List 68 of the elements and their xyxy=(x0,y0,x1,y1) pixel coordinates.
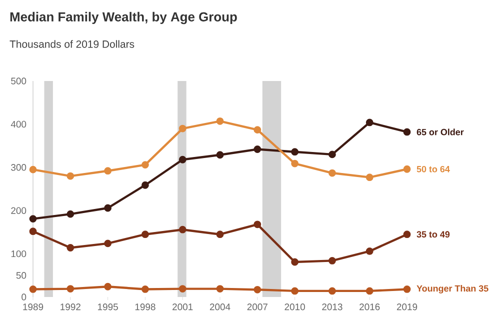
point xyxy=(216,117,224,125)
y-tick-label: 0 xyxy=(22,294,26,300)
point xyxy=(366,118,374,126)
series-label: 35 to 49 xyxy=(416,231,450,238)
x-tick-label: 2004 xyxy=(210,304,230,310)
point xyxy=(29,228,37,236)
point xyxy=(142,286,149,293)
point xyxy=(328,169,336,177)
point xyxy=(328,287,336,295)
point xyxy=(178,156,186,164)
x-tick-label: 1998 xyxy=(135,304,156,310)
point xyxy=(142,181,149,189)
point xyxy=(29,286,37,293)
x-tick-label: 2001 xyxy=(172,304,193,310)
point xyxy=(254,146,262,153)
chart-title: Median Family Wealth, by Age Group xyxy=(10,12,237,24)
x-tick-label: 2007 xyxy=(247,304,268,310)
y-tick-label: 200 xyxy=(11,207,26,214)
y-tick-label: 400 xyxy=(10,120,26,128)
chart-subtitle: Thousands of 2019 Dollars xyxy=(10,40,134,48)
series-label: Younger Than 35 xyxy=(416,285,488,294)
x-tick-label: 1989 xyxy=(23,304,44,310)
point xyxy=(328,150,336,158)
y-tick-label: 100 xyxy=(11,250,26,258)
point xyxy=(366,248,374,255)
point xyxy=(403,230,411,238)
point xyxy=(66,210,74,218)
point xyxy=(66,285,74,292)
point xyxy=(291,287,299,295)
point xyxy=(366,287,374,295)
y-tick-label: 500 xyxy=(11,78,26,84)
point xyxy=(104,240,112,248)
point xyxy=(66,244,74,252)
x-tick-label: 2010 xyxy=(284,304,305,310)
point xyxy=(403,128,411,136)
y-tick-label: 50 xyxy=(16,272,26,279)
x-tick-label: 1995 xyxy=(98,304,118,310)
point xyxy=(366,174,374,182)
point xyxy=(29,215,37,223)
point xyxy=(291,258,299,266)
point xyxy=(291,160,299,168)
point xyxy=(104,204,112,212)
series-label: 50 to 64 xyxy=(416,166,450,172)
point xyxy=(291,148,299,156)
point xyxy=(104,282,112,290)
point xyxy=(178,226,186,234)
x-tick-label: 1992 xyxy=(60,304,80,310)
point xyxy=(178,285,186,292)
y-tick-label: 300 xyxy=(11,164,26,171)
point xyxy=(142,161,149,169)
point xyxy=(254,126,262,134)
point xyxy=(216,230,224,238)
point xyxy=(216,285,224,292)
point xyxy=(403,165,411,173)
point xyxy=(328,257,336,264)
point xyxy=(254,286,262,294)
x-tick-label: 2019 xyxy=(396,304,418,310)
point xyxy=(216,151,224,159)
point xyxy=(104,167,112,175)
point xyxy=(142,230,149,238)
point xyxy=(403,286,411,293)
point xyxy=(254,220,262,228)
point xyxy=(29,166,37,174)
x-tick-label: 2013 xyxy=(322,304,342,310)
x-tick-label: 2016 xyxy=(360,304,380,310)
point xyxy=(178,124,186,132)
series-label: 65 or Older xyxy=(416,128,464,136)
point xyxy=(66,172,74,180)
